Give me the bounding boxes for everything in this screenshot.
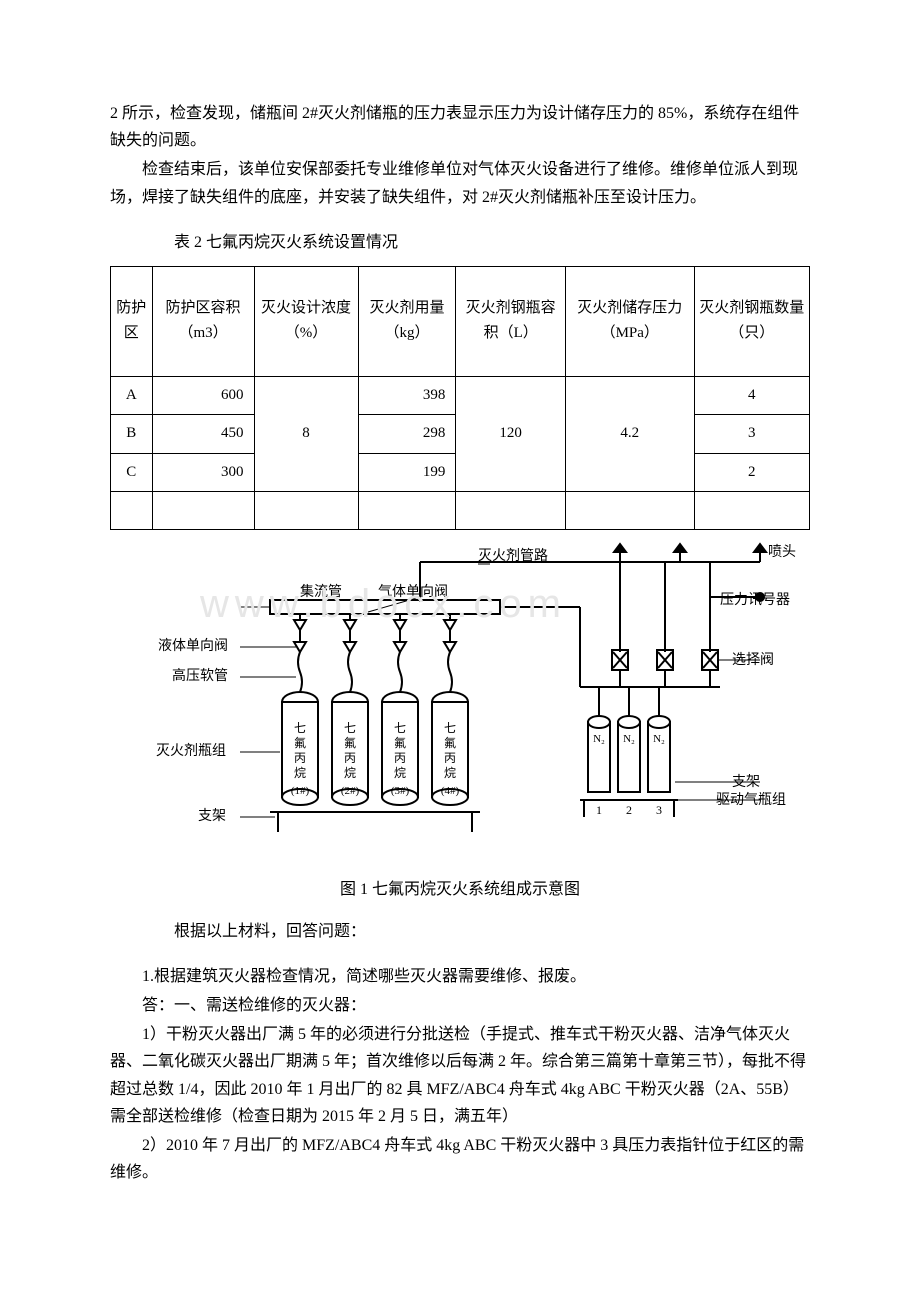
svg-text:(3#): (3#) (391, 785, 410, 797)
label-nozzle: 喷头 (768, 544, 796, 560)
cell-zone: A (111, 376, 153, 415)
table-row-empty (111, 492, 810, 530)
label-agent-group: 灭火剂瓶组 (156, 743, 226, 759)
cell-cylvol: 120 (456, 376, 566, 492)
answer-item-2: 2）2010 年 7 月出厂的 MFZ/ABC4 舟车式 4kg ABC 干粉灭… (110, 1132, 810, 1186)
svg-text:七: 七 (294, 721, 306, 735)
cell-bottles: 3 (694, 415, 809, 454)
cell-vol: 300 (152, 453, 254, 492)
svg-text:3: 3 (656, 803, 662, 817)
diagram-svg: 灭火剂管路 喷头 压力讯号器 选择阀 集流管 气体单向阀 液体单向阀 高压软管 … (120, 542, 800, 852)
svg-text:1: 1 (596, 803, 602, 817)
col-volume: 防护区容积（m3） (152, 266, 254, 376)
label-pipe: 灭火剂管路 (478, 548, 548, 564)
svg-text:七: 七 (394, 721, 406, 735)
data-table: 防护区 防护区容积（m3） 灭火设计浓度（%） 灭火剂用量（kg） 灭火剂钢瓶容… (110, 266, 810, 531)
svg-text:(1#): (1#) (291, 785, 310, 797)
svg-text:2: 2 (626, 803, 632, 817)
intro-paragraph-2: 检查结束后，该单位安保部委托专业维修单位对气体灭火设备进行了维修。维修单位派人到… (110, 156, 810, 210)
svg-text:N₂: N₂ (593, 733, 605, 745)
intro-paragraph-1: 2 所示，检查发现，储瓶间 2#灭火剂储瓶的压力表显示压力为设计储存压力的 85… (110, 100, 810, 154)
cell-vol: 600 (152, 376, 254, 415)
svg-text:丙: 丙 (344, 751, 356, 765)
cell-bottles: 4 (694, 376, 809, 415)
cell-pressure: 4.2 (565, 376, 694, 492)
cell-qty: 298 (358, 415, 456, 454)
label-manifold: 集流管 (300, 583, 342, 600)
col-agent-qty: 灭火剂用量（kg） (358, 266, 456, 376)
cell-qty: 398 (358, 376, 456, 415)
cell-zone: C (111, 453, 153, 492)
prompt-text: 根据以上材料，回答问题： (110, 918, 810, 945)
svg-text:丙: 丙 (294, 751, 306, 765)
svg-text:(4#): (4#) (441, 785, 460, 797)
label-select: 选择阀 (732, 652, 774, 668)
label-gas-check: 气体单向阀 (378, 584, 448, 600)
cell-zone: B (111, 415, 153, 454)
cell-bottles: 2 (694, 453, 809, 492)
answer-lead: 答：一、需送检维修的灭火器： (110, 992, 810, 1019)
table-caption: 表 2 七氟丙烷灭火系统设置情况 (110, 229, 810, 256)
label-frame2: 支架 (732, 774, 760, 790)
col-concentration: 灭火设计浓度（%） (254, 266, 358, 376)
label-hose: 高压软管 (172, 667, 228, 684)
cell-qty: 199 (358, 453, 456, 492)
col-cyl-vol: 灭火剂钢瓶容积（L） (456, 266, 566, 376)
label-driver: 驱动气瓶组 (716, 792, 786, 808)
col-bottle-count: 灭火剂钢瓶数量（只） (694, 266, 809, 376)
question-1: 1.根据建筑灭火器检查情况，简述哪些灭火器需要维修、报废。 (110, 963, 810, 990)
system-diagram: www.bdocx.com (110, 542, 810, 852)
svg-text:氟: 氟 (444, 736, 456, 750)
svg-text:N₂: N₂ (653, 733, 665, 745)
label-liquid-check: 液体单向阀 (158, 638, 228, 654)
svg-text:N₂: N₂ (623, 733, 635, 745)
svg-text:七: 七 (344, 721, 356, 735)
svg-text:七: 七 (444, 721, 456, 735)
svg-text:烷: 烷 (344, 766, 356, 780)
col-zone: 防护区 (111, 266, 153, 376)
svg-text:氟: 氟 (294, 736, 306, 750)
svg-text:烷: 烷 (444, 766, 456, 780)
label-frame: 支架 (198, 808, 226, 824)
svg-text:丙: 丙 (444, 751, 456, 765)
svg-text:丙: 丙 (394, 751, 406, 765)
answer-item-1: 1）干粉灭火器出厂满 5 年的必须进行分批送检（手提式、推车式干粉灭火器、洁净气… (110, 1021, 810, 1130)
svg-text:氟: 氟 (344, 736, 356, 750)
svg-text:(2#): (2#) (341, 785, 360, 797)
cell-vol: 450 (152, 415, 254, 454)
svg-text:氟: 氟 (394, 736, 406, 750)
svg-text:烷: 烷 (394, 766, 406, 780)
label-signal: 压力讯号器 (720, 592, 790, 608)
svg-text:烷: 烷 (294, 766, 306, 780)
cell-concentration: 8 (254, 376, 358, 492)
col-pressure: 灭火剂储存压力（MPa） (565, 266, 694, 376)
table-header-row: 防护区 防护区容积（m3） 灭火设计浓度（%） 灭火剂用量（kg） 灭火剂钢瓶容… (111, 266, 810, 376)
diagram-caption: 图 1 七氟丙烷灭火系统组成示意图 (110, 876, 810, 903)
table-row: A 600 8 398 120 4.2 4 (111, 376, 810, 415)
